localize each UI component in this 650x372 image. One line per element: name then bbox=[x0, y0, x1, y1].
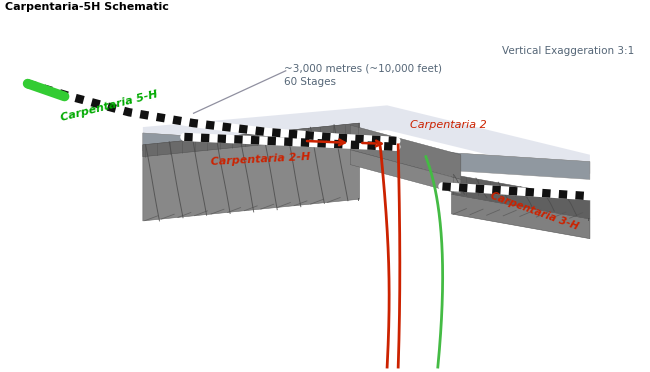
Polygon shape bbox=[350, 125, 461, 179]
Text: ~3,000 metres (~10,000 feet)
60 Stages: ~3,000 metres (~10,000 feet) 60 Stages bbox=[284, 64, 442, 87]
Text: Carpentaria 2-H: Carpentaria 2-H bbox=[210, 152, 310, 167]
Polygon shape bbox=[143, 133, 590, 179]
Polygon shape bbox=[143, 133, 590, 173]
Text: Carpentaria 3-H: Carpentaria 3-H bbox=[489, 190, 579, 232]
Text: Carpentaria-5H Schematic: Carpentaria-5H Schematic bbox=[5, 1, 168, 12]
Polygon shape bbox=[452, 174, 590, 219]
Text: Carpentaria 5-H: Carpentaria 5-H bbox=[60, 89, 159, 123]
Polygon shape bbox=[143, 123, 359, 221]
Text: Vertical Exaggeration 3:1: Vertical Exaggeration 3:1 bbox=[502, 46, 634, 56]
Polygon shape bbox=[350, 150, 461, 194]
Polygon shape bbox=[143, 105, 590, 179]
Polygon shape bbox=[452, 194, 590, 239]
Text: Carpentaria 2: Carpentaria 2 bbox=[410, 120, 487, 130]
Polygon shape bbox=[143, 123, 359, 157]
